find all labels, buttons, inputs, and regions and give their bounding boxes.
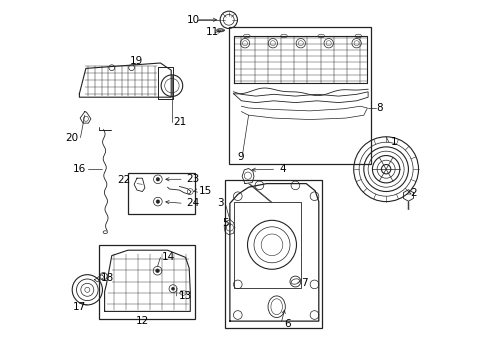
Text: 8: 8 (376, 103, 383, 113)
Text: 3: 3 (217, 198, 223, 208)
Text: 15: 15 (199, 186, 212, 196)
Text: 11: 11 (206, 27, 220, 37)
Circle shape (172, 287, 174, 290)
Text: 9: 9 (237, 152, 244, 162)
Circle shape (156, 269, 159, 273)
Text: 1: 1 (391, 137, 397, 147)
Bar (234, 202, 301, 288)
Text: 23: 23 (187, 174, 200, 184)
Text: 20: 20 (66, 132, 79, 143)
Text: 14: 14 (162, 252, 175, 262)
Text: 10: 10 (186, 15, 199, 25)
Bar (225, 180, 322, 328)
Text: 22: 22 (117, 175, 130, 185)
Text: 7: 7 (301, 278, 307, 288)
Text: 19: 19 (130, 56, 143, 66)
Text: 24: 24 (187, 198, 200, 208)
Text: 18: 18 (101, 273, 114, 283)
Text: 13: 13 (178, 291, 192, 301)
Text: 4: 4 (280, 164, 287, 174)
Text: 17: 17 (73, 302, 86, 312)
Circle shape (156, 200, 160, 203)
Text: 2: 2 (410, 188, 416, 198)
Bar (229, 27, 371, 164)
Text: 16: 16 (73, 164, 86, 174)
Bar (99, 245, 195, 319)
Text: 21: 21 (174, 117, 187, 127)
Bar (128, 173, 195, 214)
Circle shape (156, 177, 160, 181)
Text: 6: 6 (285, 319, 291, 329)
Text: 12: 12 (136, 316, 149, 326)
Text: 5: 5 (222, 218, 229, 228)
